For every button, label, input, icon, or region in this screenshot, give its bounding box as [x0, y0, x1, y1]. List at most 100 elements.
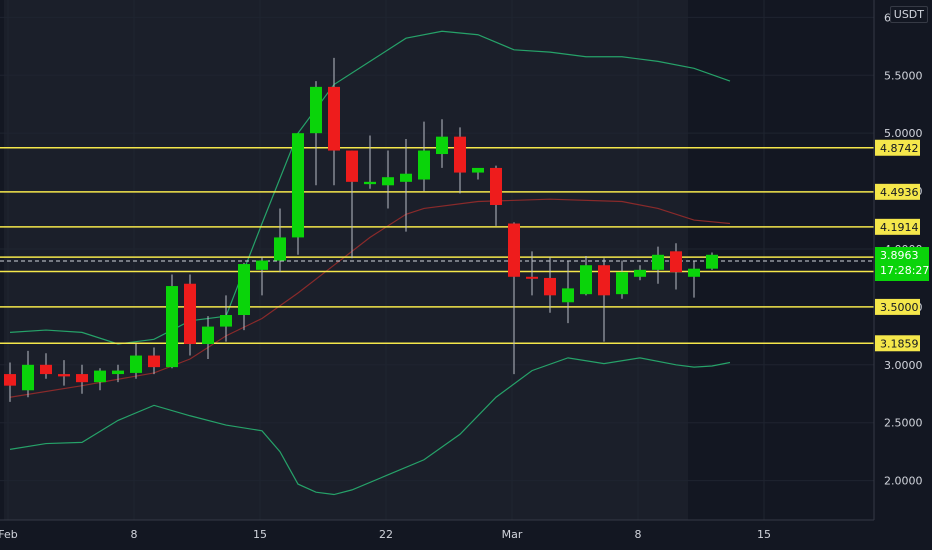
- candle[interactable]: [238, 262, 250, 331]
- candle-body: [346, 150, 358, 182]
- candle[interactable]: [148, 347, 160, 375]
- price-tick-label: 2.5000: [884, 417, 923, 430]
- candle-body: [256, 260, 268, 270]
- time-tick-label: 15: [253, 528, 267, 541]
- candle[interactable]: [166, 274, 178, 369]
- horizontal-levels[interactable]: [0, 147, 874, 345]
- level-tag-bg: [875, 183, 920, 200]
- candle[interactable]: [418, 121, 430, 192]
- level-tag-bg: [875, 335, 920, 352]
- current-price-tag: 3.8963 17:28:27: [875, 247, 929, 282]
- candle[interactable]: [4, 362, 16, 402]
- candle-body: [58, 374, 70, 377]
- candle[interactable]: [454, 127, 466, 194]
- candle[interactable]: [670, 243, 682, 290]
- candle[interactable]: [112, 364, 124, 383]
- candle[interactable]: [688, 260, 700, 298]
- candle[interactable]: [562, 260, 574, 324]
- level-tag-bg: [875, 218, 920, 235]
- level-tag-bg: [875, 298, 920, 315]
- level-tag-value: 4.1914: [880, 221, 919, 234]
- candle[interactable]: [256, 257, 268, 296]
- candle-body: [526, 276, 538, 279]
- candle-body: [706, 254, 718, 269]
- candle[interactable]: [94, 368, 106, 391]
- candle-body: [652, 254, 664, 270]
- price-tick-label: 3.0000: [884, 359, 923, 372]
- candle[interactable]: [130, 343, 142, 379]
- candle-body: [202, 326, 214, 344]
- level-tag-value: 3.5000: [880, 301, 919, 314]
- candle-body: [634, 269, 646, 277]
- candle-body: [310, 86, 322, 134]
- time-tick-label: Mar: [502, 528, 523, 541]
- candle-body: [148, 355, 160, 368]
- candle-body: [328, 86, 340, 151]
- candle[interactable]: [400, 138, 412, 232]
- time-tick-label: 8: [635, 528, 642, 541]
- candle-body: [220, 315, 232, 327]
- time-axis[interactable]: Feb 8 15 22 Mar 8 15: [0, 528, 771, 541]
- level-tag-bg: [875, 139, 920, 156]
- price-tick-label: 2.0000: [884, 475, 923, 488]
- candle[interactable]: [436, 119, 448, 168]
- candle-body: [130, 355, 142, 373]
- grid: [0, 0, 874, 520]
- candle-body: [472, 167, 484, 173]
- bb-lower-line: [9, 357, 731, 496]
- candle[interactable]: [328, 57, 340, 186]
- candle[interactable]: [310, 81, 322, 186]
- candle[interactable]: [220, 295, 232, 342]
- candle-body: [562, 288, 574, 303]
- candle[interactable]: [706, 252, 718, 270]
- candle-body: [508, 223, 520, 277]
- candle[interactable]: [580, 255, 592, 296]
- candle[interactable]: [184, 274, 196, 356]
- candle[interactable]: [382, 150, 394, 209]
- candle[interactable]: [652, 246, 664, 284]
- candle-body: [4, 374, 16, 386]
- candle-body: [238, 264, 250, 316]
- candle-body: [184, 283, 196, 344]
- candle[interactable]: [346, 150, 358, 259]
- candle-body: [436, 136, 448, 155]
- candle[interactable]: [292, 133, 304, 255]
- candle-body: [166, 286, 178, 368]
- time-tick-label: Feb: [0, 528, 18, 541]
- candle-body: [382, 177, 394, 186]
- candle[interactable]: [526, 251, 538, 296]
- candle[interactable]: [544, 257, 556, 313]
- candle[interactable]: [616, 260, 628, 299]
- candle[interactable]: [58, 360, 70, 386]
- candle-body: [418, 150, 430, 180]
- candle[interactable]: [598, 258, 610, 342]
- candle[interactable]: [22, 350, 34, 398]
- level-tag-value: 4.8742: [880, 142, 919, 155]
- currency-label[interactable]: USDT: [889, 6, 928, 23]
- candle-body: [616, 272, 628, 295]
- candle[interactable]: [472, 167, 484, 180]
- price-tick-label: 5.5000: [884, 69, 923, 82]
- candle[interactable]: [634, 265, 646, 281]
- time-tick-label: 15: [757, 528, 771, 541]
- candle-body: [670, 251, 682, 273]
- candle-body: [688, 268, 700, 277]
- candle-body: [76, 374, 88, 383]
- candle[interactable]: [490, 165, 502, 226]
- bb-upper-line: [9, 30, 731, 345]
- time-tick-label: 8: [131, 528, 138, 541]
- candles[interactable]: [4, 57, 718, 402]
- level-tag-value: 3.1859: [880, 337, 919, 350]
- candle[interactable]: [364, 135, 376, 189]
- candle-body: [112, 370, 124, 375]
- candle-body: [598, 265, 610, 296]
- candle[interactable]: [76, 364, 88, 394]
- time-tick-label: 22: [379, 528, 393, 541]
- candle[interactable]: [40, 353, 52, 379]
- candle[interactable]: [508, 222, 520, 375]
- candle[interactable]: [274, 208, 286, 273]
- candle-body: [94, 370, 106, 383]
- level-tag-value: 4.4936: [880, 186, 919, 199]
- candle[interactable]: [202, 316, 214, 360]
